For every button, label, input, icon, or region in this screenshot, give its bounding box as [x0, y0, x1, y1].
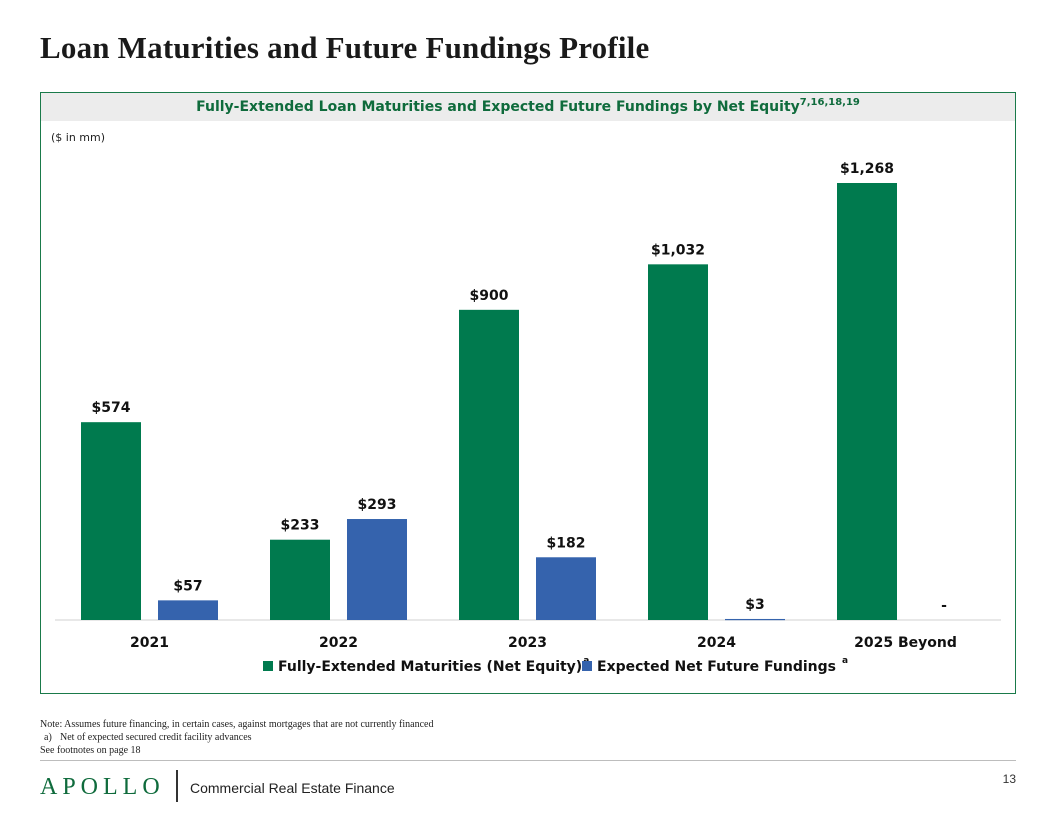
chart-panel: Fully-Extended Loan Maturities and Expec… — [40, 92, 1016, 694]
bar-fundings-2024 — [725, 618, 785, 621]
data-label-fundings-2023: $182 — [547, 535, 586, 551]
see-footnotes: See footnotes on page 18 — [40, 745, 141, 756]
footer-tagline: Commercial Real Estate Finance — [190, 780, 395, 796]
bar-maturities-2024 — [648, 264, 708, 620]
bar-fundings-2023 — [536, 557, 596, 620]
legend-superscript-fundings: a — [842, 656, 848, 666]
bar-maturities-2022 — [270, 539, 330, 620]
bar-chart: $574 $57 2021 $233 $293 2022 $900 $182 2023 $1,03… — [55, 161, 1001, 675]
data-label-maturities-2022: $233 — [281, 518, 320, 534]
note-text: Note: Assumes future financing, in certa… — [40, 719, 434, 730]
apollo-logo: APOLLO — [40, 774, 165, 800]
chart-title-text: Fully-Extended Loan Maturities and Expec… — [196, 99, 800, 115]
data-label-fundings-2025-beyond: - — [941, 598, 947, 614]
page-title: Loan Maturities and Future Fundings Prof… — [40, 30, 650, 65]
category-label-2024: 2024 — [697, 635, 736, 651]
data-label-fundings-2021: $57 — [173, 578, 202, 594]
footnote-a-marker: a) — [44, 732, 52, 743]
legend-label-fundings: Expected Net Future Fundings — [597, 659, 836, 675]
category-label-2025-beyond: 2025 Beyond — [854, 635, 957, 651]
bar-fundings-2021 — [158, 600, 218, 620]
page-number: 13 — [1002, 772, 1016, 786]
units-note: ($ in mm) — [51, 131, 106, 144]
category-label-2022: 2022 — [319, 635, 358, 651]
data-label-maturities-2021: $574 — [92, 400, 131, 416]
chart-title-superscript: 7,16,18,19 — [799, 97, 860, 108]
data-label-maturities-2024: $1,032 — [651, 242, 705, 258]
logo-separator — [176, 770, 178, 802]
data-label-fundings-2022: $293 — [358, 497, 397, 513]
bar-maturities-2023 — [459, 309, 519, 620]
footnote-a: a) Net of expected secured credit facilit… — [40, 731, 433, 744]
footer-divider — [40, 760, 1016, 761]
category-label-2021: 2021 — [130, 635, 169, 651]
bar-maturities-2025-beyond — [837, 183, 897, 620]
data-label-maturities-2025-beyond: $1,268 — [840, 161, 894, 177]
bar-maturities-2021 — [81, 422, 141, 620]
notes: Note: Assumes future financing, in certa… — [40, 718, 433, 757]
legend-label-maturities: Fully-Extended Maturities (Net Equity) — [278, 659, 582, 675]
data-label-fundings-2024: $3 — [745, 597, 764, 613]
chart-title: Fully-Extended Loan Maturities and Expec… — [41, 93, 1015, 121]
legend-swatch-fundings — [582, 661, 592, 671]
legend-swatch-maturities — [263, 661, 273, 671]
category-label-2023: 2023 — [508, 635, 547, 651]
footnote-a-text: Net of expected secured credit facility … — [60, 732, 252, 743]
data-label-maturities-2023: $900 — [470, 288, 509, 304]
bar-fundings-2022 — [347, 519, 407, 620]
